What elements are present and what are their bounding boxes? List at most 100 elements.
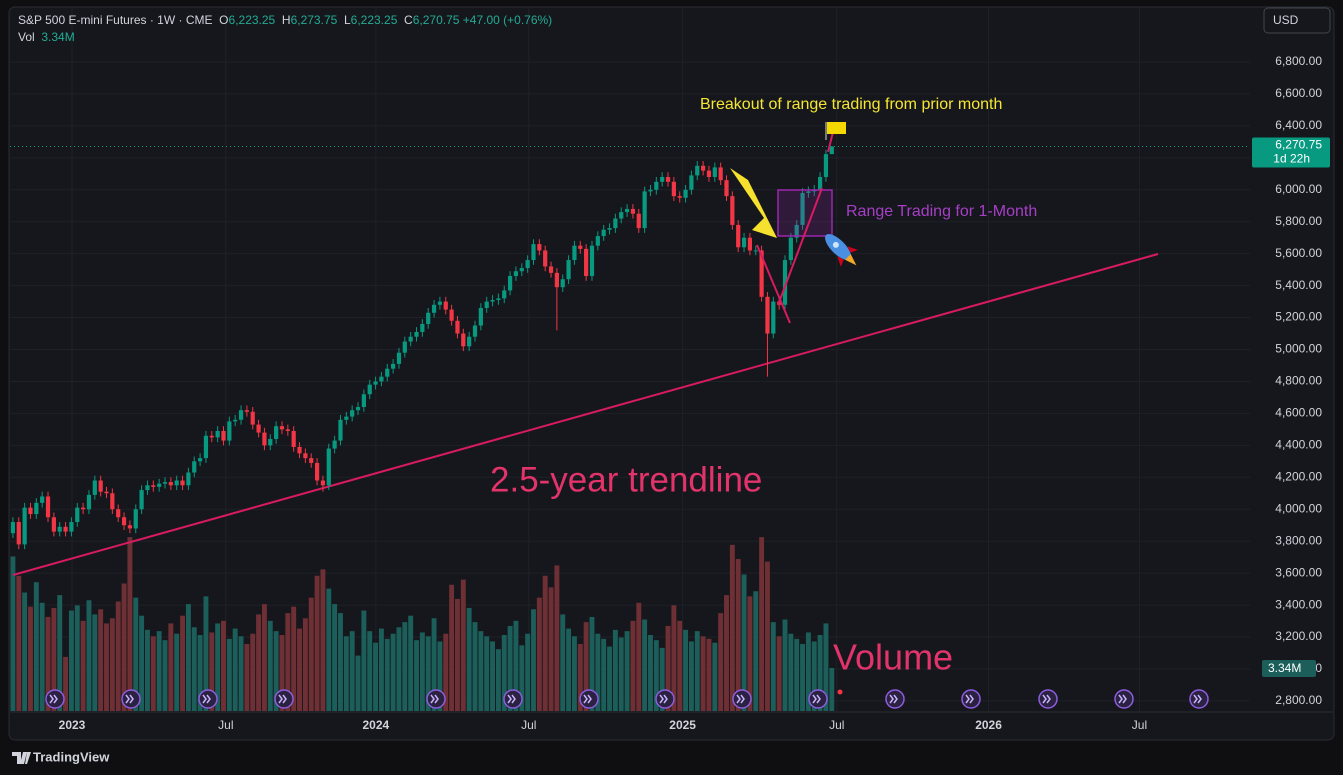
volume-bar: [10, 556, 16, 711]
volume-bar: [741, 574, 747, 711]
candle-body: [233, 419, 238, 422]
rocket-body: [825, 234, 851, 260]
candle-body: [110, 493, 115, 510]
candle-body: [174, 480, 179, 486]
candle-body: [34, 502, 39, 515]
volume-bar: [273, 631, 279, 711]
volume-bar: [484, 636, 490, 711]
x-tick-label: Jul: [521, 718, 536, 732]
candle-body: [285, 429, 290, 431]
last-price-box: [1252, 137, 1330, 168]
candle-body: [28, 507, 33, 515]
pink-line: [756, 244, 791, 324]
vol-label: Vol: [18, 30, 35, 44]
y-tick-label: 2,800.00: [1275, 693, 1322, 707]
volume-bar: [724, 595, 729, 711]
event-icon-arrow: [1118, 694, 1127, 704]
candle-body: [478, 307, 483, 326]
candle-body: [139, 490, 144, 510]
volume-bar: [402, 622, 408, 711]
brand-name: TradingView: [33, 749, 110, 764]
candle-body: [665, 176, 671, 182]
volume-bar: [753, 591, 759, 711]
volume-bar: [712, 642, 718, 711]
volume-bar: [449, 584, 455, 711]
high-label: H: [281, 13, 291, 27]
candle-body: [788, 237, 793, 261]
volume-bar: [437, 641, 443, 711]
candle-body: [607, 228, 612, 230]
volume-bar: [109, 618, 115, 711]
y-tick-label: 6,000.00: [1275, 182, 1322, 196]
change-value: +47.00 (+0.76%): [462, 13, 553, 27]
candle-body: [250, 411, 255, 425]
candle-body: [402, 341, 407, 353]
volume-bar: [63, 656, 69, 711]
candle-body: [695, 165, 700, 176]
candle-body: [502, 290, 507, 299]
candle-body: [69, 522, 74, 532]
volume-bar: [688, 641, 694, 711]
volume-bar: [408, 615, 414, 711]
volume-bar: [554, 565, 560, 711]
volume-bar: [209, 632, 215, 711]
volume-bar: [384, 638, 390, 711]
volume-bar: [583, 622, 589, 711]
candle-body: [642, 191, 647, 229]
volume-bar: [536, 597, 542, 711]
y-tick-label: 5,000.00: [1275, 342, 1322, 356]
event-icon-arrow: [1042, 694, 1051, 704]
volume-bar: [507, 625, 513, 711]
y-tick-label: 4,600.00: [1275, 406, 1322, 420]
candle-body: [648, 189, 653, 192]
volume-bar: [823, 623, 829, 711]
currency-button[interactable]: [1263, 7, 1331, 34]
candle-body: [519, 268, 524, 272]
volume-bar: [800, 644, 806, 711]
candle-body: [589, 245, 595, 277]
candle-body: [747, 237, 753, 251]
candle-body: [531, 244, 536, 261]
low-value: 6,223.25: [350, 13, 398, 27]
candle-body: [683, 189, 688, 198]
volume-bar: [291, 606, 297, 711]
candle-body: [63, 526, 68, 532]
volume-bar: [22, 592, 28, 711]
last-price-label: 6,270.75: [1275, 138, 1322, 152]
candle-body: [636, 213, 641, 229]
volume-bar: [144, 629, 150, 711]
candle-body: [256, 424, 261, 433]
volume-bar: [45, 616, 51, 711]
event-icon: [1114, 689, 1134, 709]
candle-body: [192, 461, 197, 473]
candle-body: [215, 430, 220, 438]
candle-body: [800, 192, 805, 225]
close-value: 6,270.75: [412, 13, 460, 27]
event-icon-arrow: [49, 694, 58, 704]
low-label: L: [343, 13, 351, 27]
volume-bar: [542, 575, 548, 711]
candle-body: [829, 146, 834, 155]
y-tick-label: 6,600.00: [1275, 86, 1322, 100]
candle-body: [736, 224, 741, 248]
candle-body: [227, 421, 232, 441]
candle-body: [338, 419, 343, 441]
volume-bar: [811, 641, 817, 711]
volume-bar: [595, 633, 601, 711]
volume-bar: [776, 636, 782, 711]
candle-body: [706, 170, 712, 177]
volume-bar: [607, 646, 612, 711]
x-tick-label: 2025: [669, 718, 696, 732]
volume-bar: [297, 628, 302, 711]
candle-body: [613, 218, 618, 229]
open-label: O: [219, 13, 229, 27]
volume-bar: [139, 615, 145, 711]
candle-body: [572, 245, 577, 261]
volume-bar: [642, 619, 648, 711]
volume-bar: [226, 638, 232, 711]
legend-header: S&P 500 E-mini Futures · 1W · CME O6,223…: [18, 12, 552, 46]
candle-body: [40, 496, 45, 503]
candle-body: [309, 458, 314, 463]
currency-label[interactable]: USD: [1273, 13, 1299, 27]
